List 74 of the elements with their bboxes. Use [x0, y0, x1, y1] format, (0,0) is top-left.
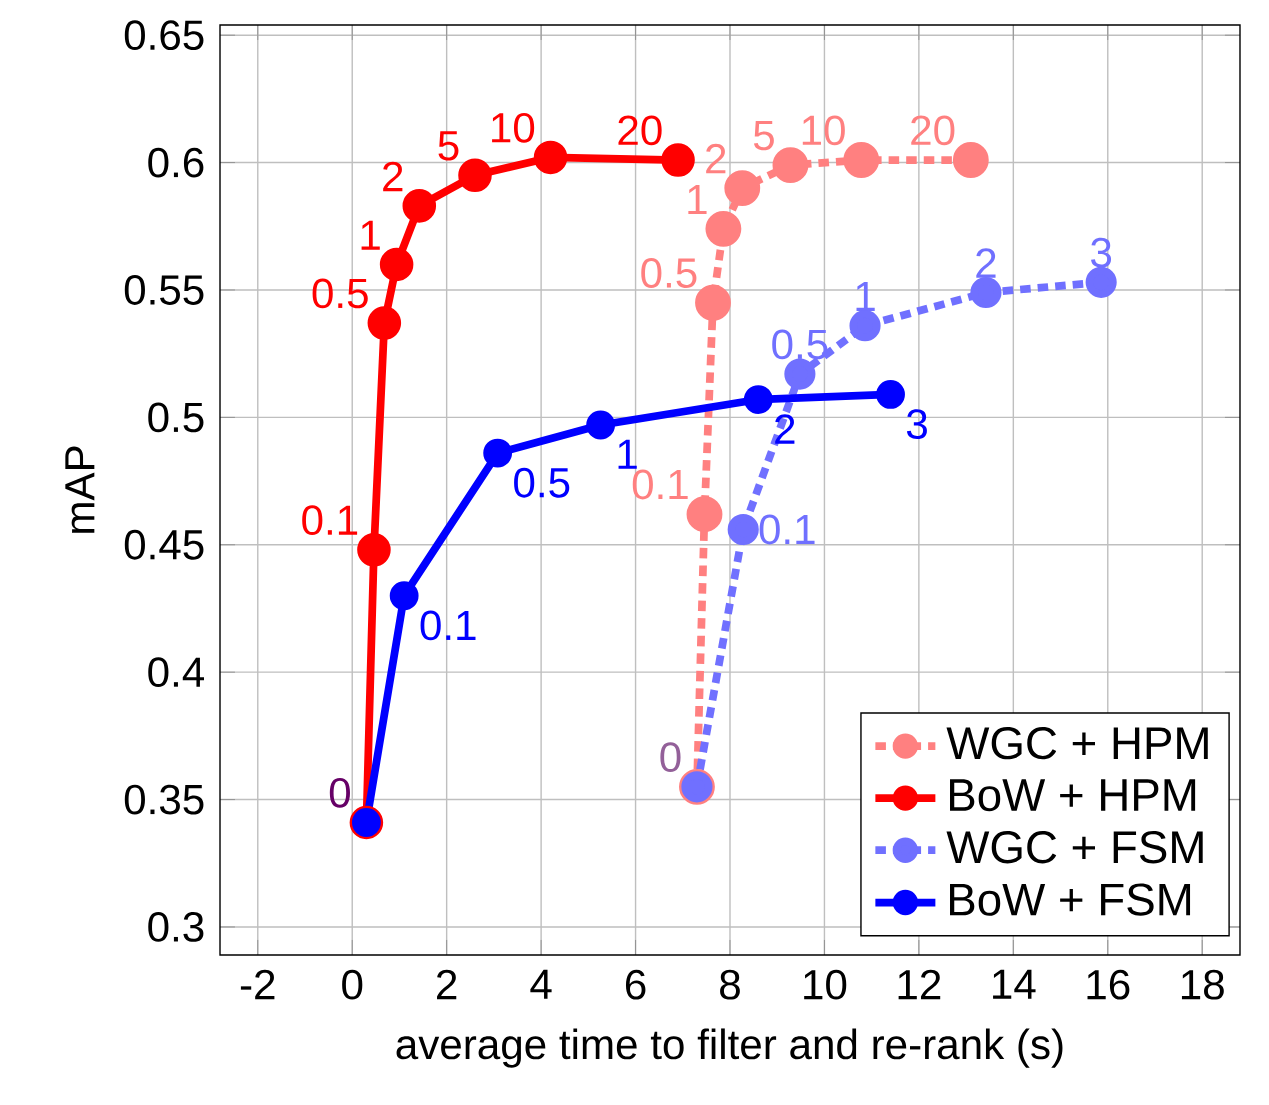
point	[379, 247, 414, 282]
x-tick-label: -2	[240, 969, 275, 1000]
point	[876, 380, 905, 409]
y-tick-label: 0.6	[148, 147, 204, 178]
annotation: 0.1	[759, 514, 815, 545]
point	[724, 170, 761, 206]
annotation: 0.5	[312, 278, 368, 309]
x-axis-title: average time to filter and re-rank (s)	[396, 1028, 1063, 1068]
annotation: 20	[618, 115, 662, 146]
annotation: 0.5	[641, 258, 697, 288]
y-tick-label: 0.3	[148, 912, 204, 942]
annotation: 1	[856, 281, 875, 311]
point	[843, 142, 880, 178]
point	[483, 438, 513, 468]
y-tick-label: 0.65	[124, 20, 204, 51]
annotation: 3	[1091, 237, 1112, 268]
point	[686, 496, 723, 533]
annotation: 0	[329, 777, 350, 808]
x-tick-label: 8	[720, 969, 740, 1000]
legend-label: WGC + FSM	[946, 831, 1203, 864]
point	[727, 513, 759, 546]
x-tick-label: 0	[342, 969, 363, 1000]
annotation: 10	[492, 112, 535, 143]
point	[784, 358, 816, 390]
annotation: 20	[911, 115, 955, 146]
annotation: 0.5	[514, 467, 570, 498]
y-tick-label: 0.35	[124, 784, 204, 815]
point	[970, 276, 1002, 309]
x-tick-label: 10	[804, 969, 847, 1000]
annotation: 0	[660, 742, 681, 773]
point	[772, 147, 809, 184]
point	[367, 306, 402, 340]
point	[743, 385, 773, 414]
annotation: 5	[753, 120, 774, 151]
annotation: 0.1	[420, 610, 476, 641]
x-tick-label: 6	[625, 969, 646, 1000]
annotation: 0.1	[632, 469, 688, 500]
point	[849, 310, 881, 342]
annotation: 2	[706, 143, 726, 174]
y-tick-label: 0.5	[148, 402, 204, 433]
point	[402, 189, 437, 223]
legend-label: BoW + HPM	[950, 779, 1196, 812]
point	[705, 210, 742, 247]
x-tick-label: 14	[993, 969, 1036, 999]
legend-label: WGC + HPM	[946, 726, 1208, 760]
x-tick-label: 18	[1181, 969, 1224, 1000]
annotation: 0.1	[302, 505, 358, 536]
annotation: 1	[688, 185, 707, 215]
point	[357, 533, 391, 567]
point	[661, 143, 695, 177]
point	[533, 140, 568, 175]
annotation: 3	[906, 409, 927, 440]
annotation: 10	[802, 115, 845, 146]
annotation: 2	[775, 414, 795, 444]
point	[1085, 266, 1117, 298]
point	[389, 581, 419, 611]
annotation: 1	[361, 220, 380, 250]
annotation: 2	[383, 161, 403, 192]
point	[586, 410, 616, 440]
y-axis-title: mAP	[65, 446, 95, 533]
x-tick-label: 2	[437, 969, 457, 1000]
annotation: 0.5	[772, 329, 828, 360]
annotation: 1	[618, 439, 637, 469]
point	[458, 158, 492, 193]
legend-label: BoW + FSM	[950, 883, 1191, 916]
x-tick-label: 12	[898, 969, 941, 1000]
x-tick-label: 16	[1087, 969, 1130, 1000]
y-tick-label: 0.55	[124, 275, 204, 305]
annotation: 5	[438, 131, 459, 161]
y-tick-label: 0.4	[148, 657, 204, 688]
y-tick-label: 0.45	[124, 529, 204, 560]
point	[695, 284, 731, 321]
x-tick-label: 4	[530, 969, 552, 999]
annotation: 2	[976, 248, 996, 278]
